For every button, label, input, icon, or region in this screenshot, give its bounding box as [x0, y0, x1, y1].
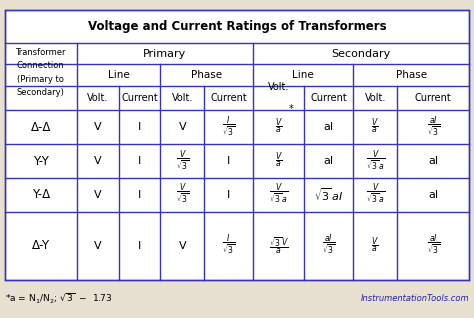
Text: Secondary: Secondary: [332, 49, 391, 59]
Text: I: I: [227, 190, 230, 200]
Text: $\frac{V}{\sqrt{3}}$: $\frac{V}{\sqrt{3}}$: [176, 149, 189, 174]
Text: (Primary to: (Primary to: [18, 75, 64, 84]
Text: V: V: [179, 241, 186, 251]
Text: aI: aI: [428, 190, 438, 200]
Text: $\frac{I}{\sqrt{3}}$: $\frac{I}{\sqrt{3}}$: [222, 115, 236, 140]
Text: $\frac{V}{\sqrt{3}}$: $\frac{V}{\sqrt{3}}$: [176, 182, 189, 207]
Text: aI: aI: [324, 122, 334, 132]
Bar: [5, 10, 469, 280]
Text: $\frac{\sqrt{3}\,V}{a}$: $\frac{\sqrt{3}\,V}{a}$: [269, 236, 289, 256]
Text: I: I: [227, 156, 230, 166]
Text: Δ-Y: Δ-Y: [32, 239, 50, 252]
Text: Line: Line: [292, 70, 314, 80]
Text: Volt.: Volt.: [268, 82, 290, 93]
Text: $\frac{aI}{\sqrt{3}}$: $\frac{aI}{\sqrt{3}}$: [427, 233, 440, 258]
Text: I: I: [138, 156, 141, 166]
Text: Line: Line: [108, 70, 129, 80]
Text: $\frac{V}{\sqrt{3}\,a}$: $\frac{V}{\sqrt{3}\,a}$: [365, 149, 385, 174]
Text: InstrumentationTools.com: InstrumentationTools.com: [361, 294, 469, 303]
Text: Current: Current: [210, 93, 247, 103]
Text: $\frac{aI}{\sqrt{3}}$: $\frac{aI}{\sqrt{3}}$: [322, 233, 335, 258]
Text: Secondary): Secondary): [17, 88, 64, 97]
Text: I: I: [138, 190, 141, 200]
Text: V: V: [94, 190, 101, 200]
Text: aI: aI: [324, 156, 334, 166]
Text: aI: aI: [428, 156, 438, 166]
Text: I: I: [138, 241, 141, 251]
Text: Connection: Connection: [17, 61, 64, 70]
Text: $\frac{V}{\sqrt{3}\,a}$: $\frac{V}{\sqrt{3}\,a}$: [365, 182, 385, 207]
Text: Δ-Δ: Δ-Δ: [30, 121, 51, 134]
Text: $\frac{V}{a}$: $\frac{V}{a}$: [275, 151, 283, 171]
Text: V: V: [94, 156, 101, 166]
Text: Y-Δ: Y-Δ: [32, 188, 50, 201]
Text: V: V: [179, 122, 186, 132]
Text: Current: Current: [121, 93, 158, 103]
Text: *a = N$_1$/N$_2$; $\sqrt{3}$  −  1.73: *a = N$_1$/N$_2$; $\sqrt{3}$ − 1.73: [5, 292, 112, 306]
Text: $\frac{V}{a}$: $\frac{V}{a}$: [275, 117, 283, 137]
Text: Volt.: Volt.: [172, 93, 193, 103]
Text: I: I: [138, 122, 141, 132]
Text: *: *: [288, 104, 293, 114]
Text: $\frac{V}{a}$: $\frac{V}{a}$: [371, 236, 379, 256]
Text: Primary: Primary: [143, 49, 187, 59]
Text: Volt.: Volt.: [365, 93, 386, 103]
Text: Phase: Phase: [191, 70, 222, 80]
Text: $\frac{V}{a}$: $\frac{V}{a}$: [371, 117, 379, 137]
Text: $\frac{aI}{\sqrt{3}}$: $\frac{aI}{\sqrt{3}}$: [427, 115, 440, 140]
Text: $\sqrt{3}\,aI$: $\sqrt{3}\,aI$: [314, 186, 344, 203]
Text: Volt.: Volt.: [87, 93, 109, 103]
Text: Current: Current: [310, 93, 347, 103]
Text: Transformer: Transformer: [16, 48, 66, 57]
Text: V: V: [94, 241, 101, 251]
Text: Y-Y: Y-Y: [33, 155, 49, 168]
Text: V: V: [94, 122, 101, 132]
Text: $\frac{I}{\sqrt{3}}$: $\frac{I}{\sqrt{3}}$: [222, 233, 236, 258]
Text: Voltage and Current Ratings of Transformers: Voltage and Current Ratings of Transform…: [88, 20, 386, 33]
Text: Current: Current: [415, 93, 452, 103]
Text: Phase: Phase: [396, 70, 427, 80]
Text: $\frac{V}{\sqrt{3}\,a}$: $\frac{V}{\sqrt{3}\,a}$: [269, 182, 288, 207]
